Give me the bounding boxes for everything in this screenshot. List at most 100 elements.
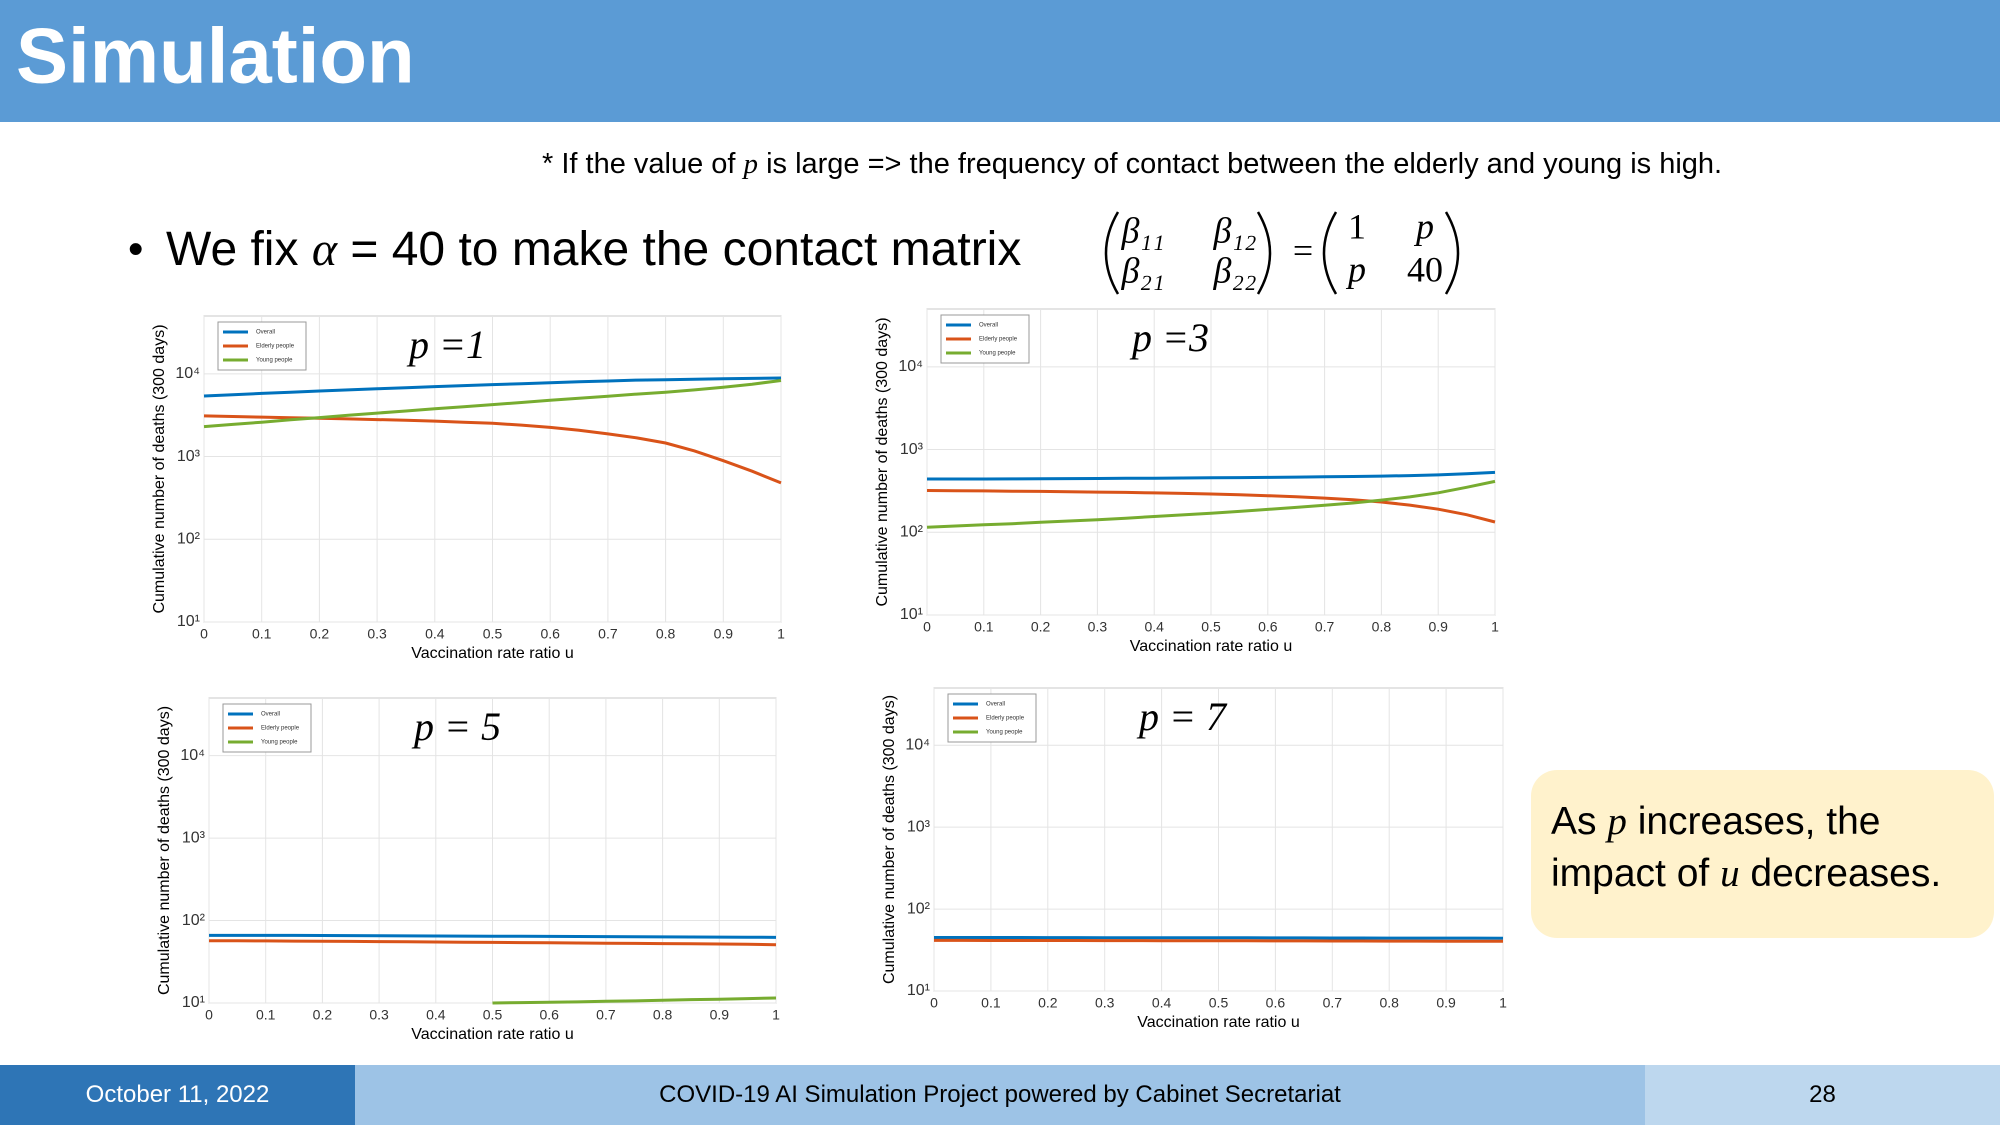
matrix: β₁₁ β₁₂ β₂₁ β₂₂ = 1 p p 40 — [1104, 206, 1460, 295]
series-line — [926, 479, 1496, 529]
x-tick-label: 0.2 — [310, 626, 330, 642]
callout: As p increases, the impact of u decrease… — [1531, 770, 1994, 938]
series-line — [926, 489, 1496, 524]
x-tick-label: 0.5 — [1209, 995, 1229, 1011]
legend-label: Elderly people — [256, 344, 295, 350]
x-tick-label: 0.1 — [974, 619, 994, 635]
callout-text: As — [1551, 800, 1608, 843]
x-tick-label: 0.9 — [1436, 995, 1456, 1011]
x-axis-label: Vaccination rate ratio u — [411, 645, 573, 662]
x-tick-label: 0.4 — [426, 1007, 446, 1023]
y-tick-label: 10⁴ — [180, 747, 205, 764]
x-tick-label: 0.3 — [1095, 995, 1115, 1011]
x-tick-label: 0.7 — [1323, 995, 1343, 1011]
bullet: We fix α = 40 to make the contact matrix — [166, 222, 1021, 277]
footer-page: 28 — [1645, 1065, 2000, 1125]
y-tick-label: 10² — [900, 523, 924, 540]
annotation: p =1 — [406, 322, 486, 367]
x-tick-label: 1 — [777, 626, 785, 642]
paren — [1322, 211, 1338, 295]
header-band — [0, 0, 2000, 122]
math: u — [1720, 852, 1740, 895]
x-tick-label: 0.5 — [483, 1007, 503, 1023]
y-tick-label: 10⁴ — [898, 358, 923, 375]
y-tick-label: 10³ — [907, 818, 931, 835]
x-tick-label: 0.5 — [483, 626, 503, 642]
y-axis-label: Cumulative number of deaths (300 days) — [881, 695, 898, 984]
series-line — [927, 470, 1496, 481]
x-tick-label: 0.5 — [1201, 619, 1221, 635]
x-tick-label: 0.1 — [252, 626, 272, 642]
math: p — [1607, 800, 1627, 843]
y-tick-label: 10⁴ — [905, 736, 930, 753]
x-tick-label: 0.8 — [1372, 619, 1392, 635]
matrix-entry: p — [1345, 249, 1366, 289]
annotation: p = 5 — [411, 704, 501, 749]
matrix-entry: β₁₁ — [1121, 210, 1165, 250]
paren — [1104, 211, 1120, 295]
bullet-text: We fix — [166, 223, 312, 276]
legend-label: Young people — [979, 351, 1016, 357]
legend-label: Young people — [986, 730, 1023, 736]
x-tick-label: 0.4 — [425, 626, 445, 642]
series-line — [209, 933, 777, 939]
x-tick-label: 0.7 — [596, 1007, 616, 1023]
matrix-entry: β₂₁ — [1121, 250, 1165, 290]
x-tick-label: 0.4 — [1152, 995, 1172, 1011]
x-tick-label: 0.7 — [1315, 619, 1335, 635]
x-tick-label: 0 — [930, 995, 938, 1011]
matrix-entry: p — [1413, 206, 1434, 246]
x-tick-label: 0.6 — [1266, 995, 1286, 1011]
x-axis-label: Vaccination rate ratio u — [411, 1026, 573, 1043]
x-tick-label: 1 — [1491, 619, 1499, 635]
x-tick-label: 0 — [923, 619, 931, 635]
y-tick-label: 10⁴ — [175, 365, 200, 382]
legend-label: Young people — [256, 358, 293, 364]
bullet-dot: • — [128, 225, 143, 274]
x-tick-label: 0.6 — [540, 626, 560, 642]
x-tick-label: 0.6 — [1258, 619, 1278, 635]
x-tick-label: 0 — [200, 626, 208, 642]
x-tick-label: 0.2 — [313, 1007, 333, 1023]
matrix-entry: β₁₂ — [1213, 210, 1257, 250]
y-tick-label: 10² — [907, 900, 931, 917]
x-tick-label: 0.7 — [598, 626, 618, 642]
annotation: p =3 — [1129, 315, 1209, 360]
x-tick-label: 0.9 — [1428, 619, 1448, 635]
matrix-entry: 1 — [1348, 206, 1366, 246]
legend-label: Overall — [986, 702, 1005, 708]
paren — [1256, 211, 1272, 295]
series-line — [208, 939, 777, 947]
matrix-entry: β₂₂ — [1213, 250, 1257, 290]
x-tick-label: 0.2 — [1031, 619, 1051, 635]
x-tick-label: 0.3 — [367, 626, 387, 642]
note: * If the value of p is large => the freq… — [542, 148, 1722, 181]
y-tick-label: 10¹ — [900, 606, 923, 623]
y-axis-label: Cumulative number of deaths (300 days) — [156, 706, 173, 995]
footer-project: COVID-19 AI Simulation Project powered b… — [355, 1065, 1645, 1125]
x-tick-label: 0.9 — [714, 626, 734, 642]
y-tick-label: 10³ — [182, 829, 206, 846]
y-axis-label: Cumulative number of deaths (300 days) — [151, 324, 168, 613]
math: p — [743, 148, 759, 180]
legend-label: Young people — [261, 740, 298, 746]
paren — [1444, 211, 1460, 295]
y-tick-label: 10¹ — [907, 982, 930, 999]
x-tick-label: 0.8 — [656, 626, 676, 642]
series-line — [203, 379, 782, 429]
x-tick-label: 0.1 — [256, 1007, 276, 1023]
note-text: is large => the frequency of contact bet… — [758, 148, 1723, 180]
y-tick-label: 10¹ — [177, 613, 200, 630]
note-text: * If the value of — [542, 148, 744, 180]
y-tick-label: 10¹ — [182, 994, 205, 1011]
matrix-entry: 40 — [1407, 249, 1443, 289]
footer-date: October 11, 2022 — [0, 1065, 355, 1125]
y-tick-label: 10³ — [177, 448, 201, 465]
y-axis-label: Cumulative number of deaths (300 days) — [874, 317, 891, 606]
math: α — [311, 223, 338, 276]
x-tick-label: 0.8 — [1379, 995, 1399, 1011]
legend-label: Overall — [256, 330, 275, 336]
legend-label: Elderly people — [979, 337, 1018, 343]
